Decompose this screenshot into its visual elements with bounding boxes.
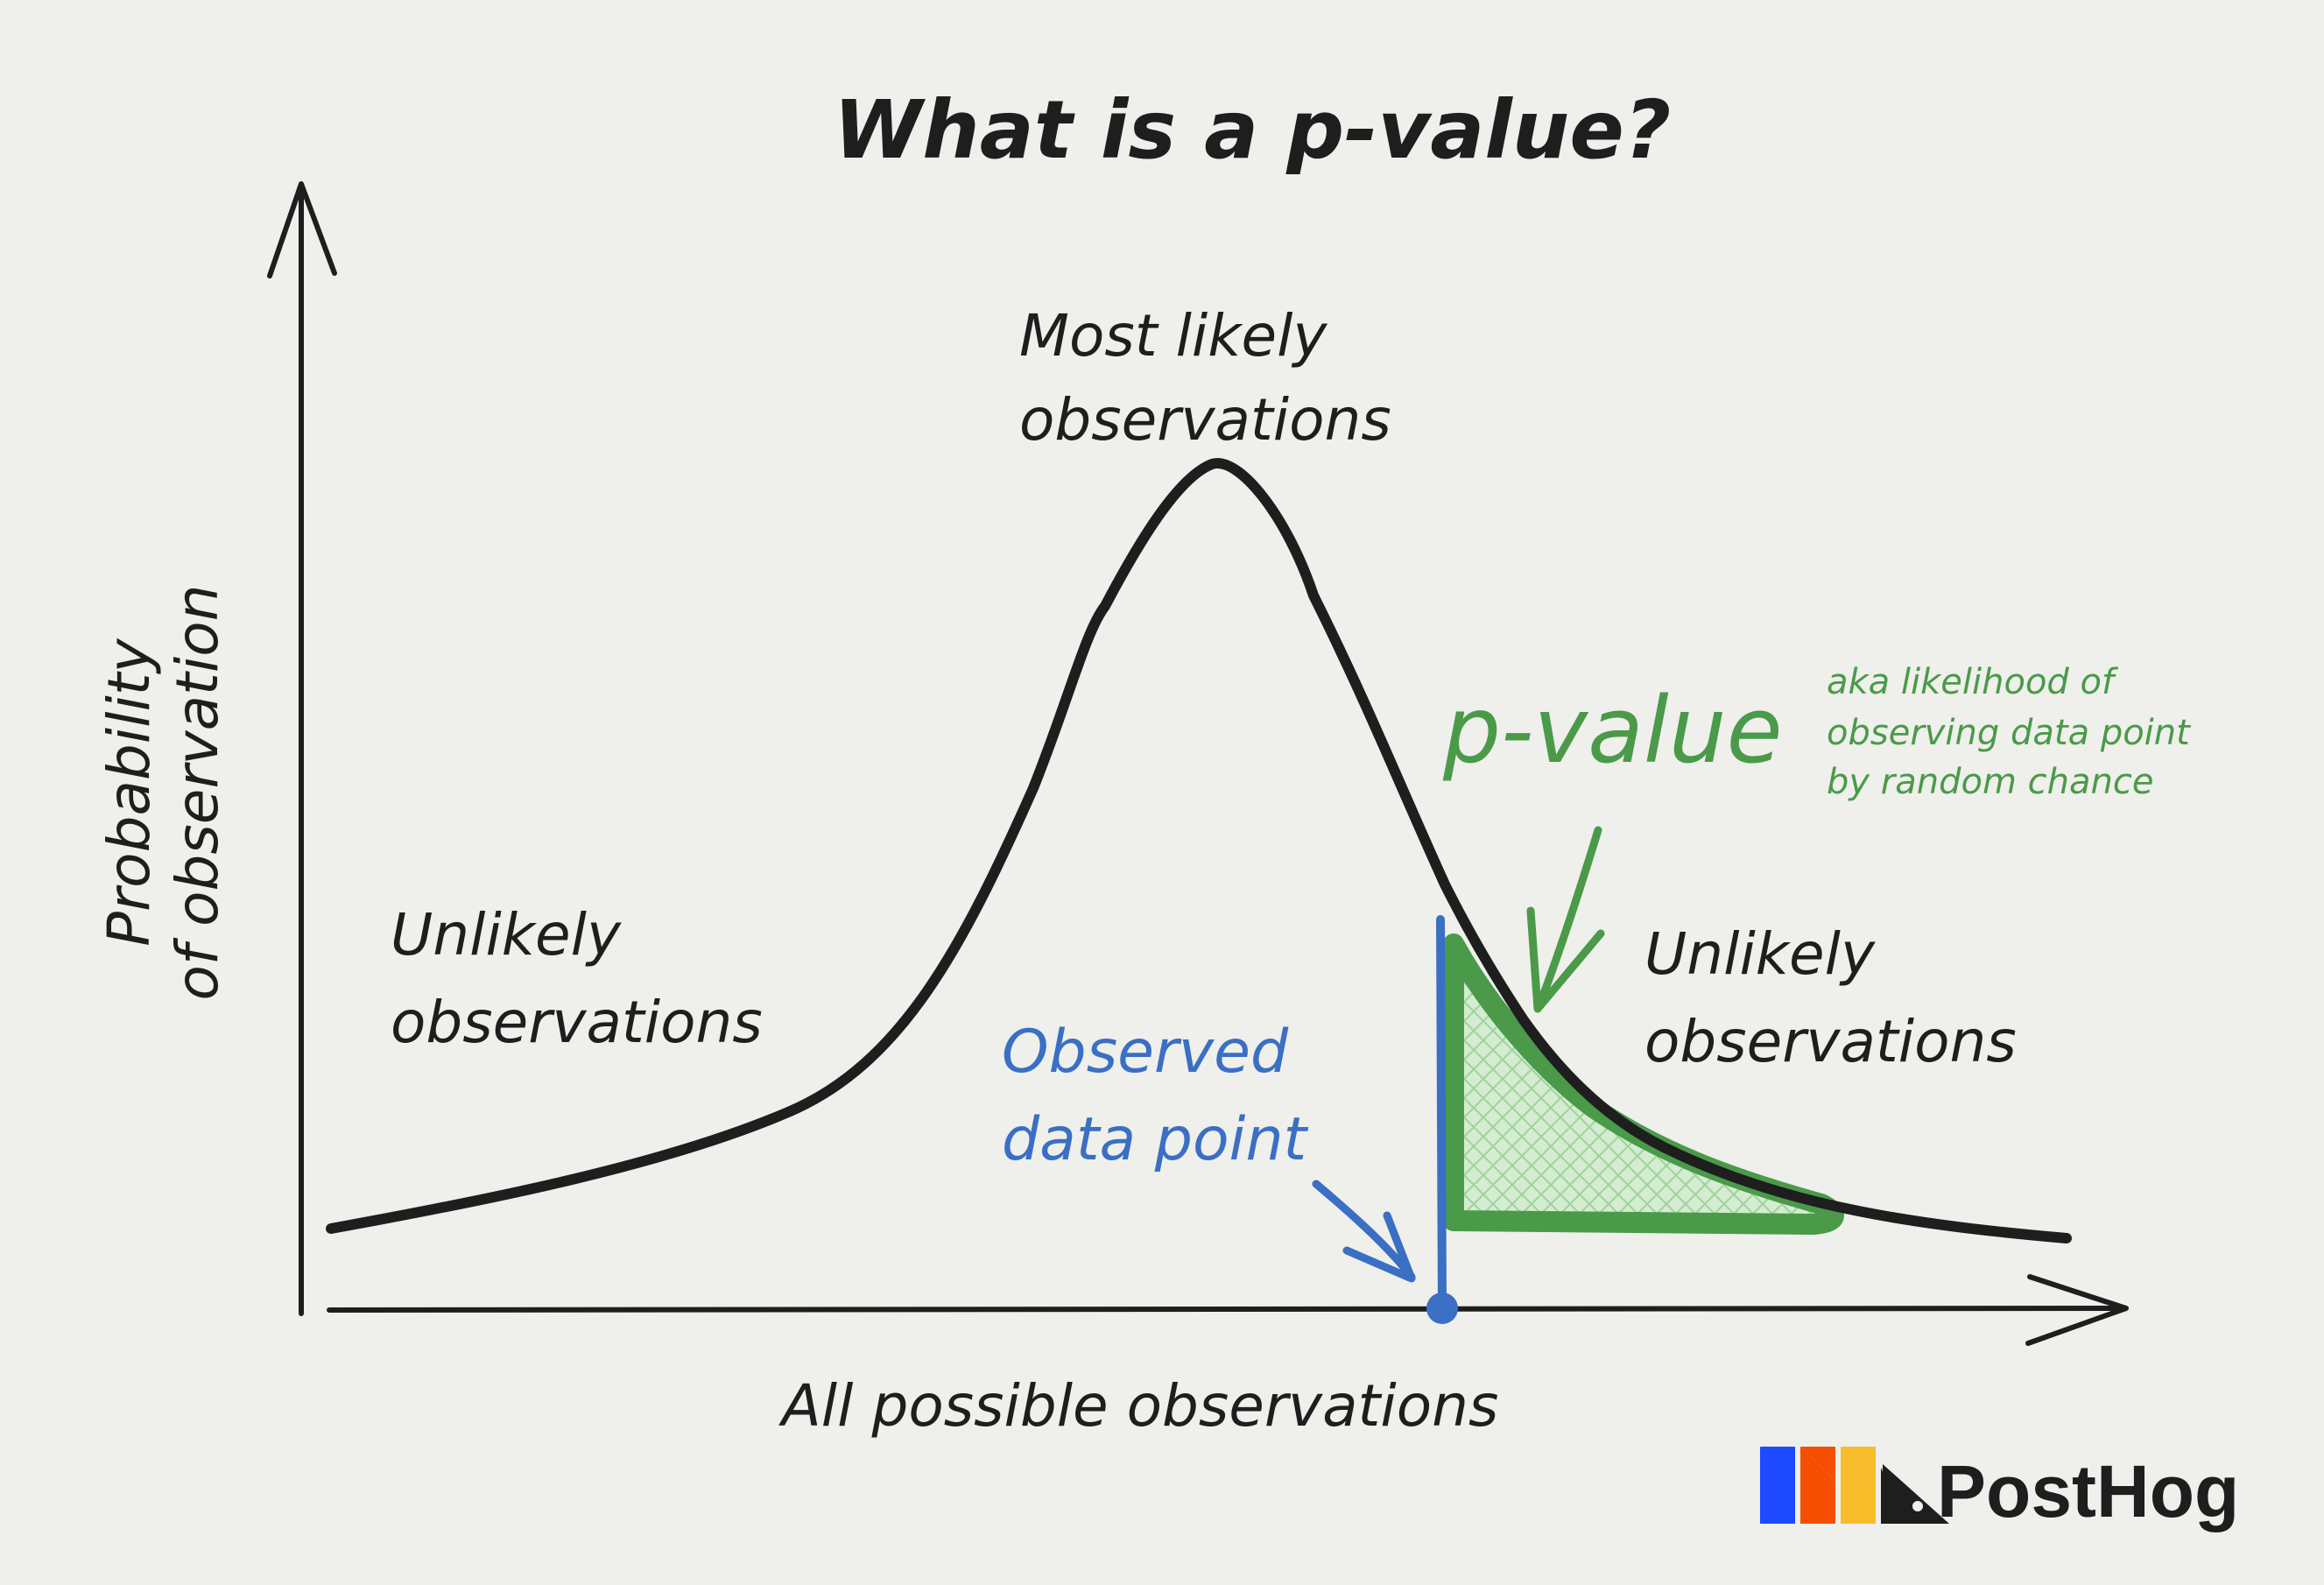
y-axis bbox=[267, 181, 337, 1316]
distribution-curve bbox=[326, 458, 2072, 1243]
observed-label-line-2: data point bbox=[1002, 1105, 1309, 1174]
peak-label-line-2: observations bbox=[1019, 386, 1391, 454]
pvalue-label: p-value bbox=[1442, 677, 1783, 784]
pvalue-arrow bbox=[1526, 826, 1605, 1013]
left-tail-label-line-1: Unlikely bbox=[391, 901, 622, 969]
posthog-hedgehog-icon bbox=[1760, 1447, 1949, 1524]
y-axis-label: Probability of observation bbox=[95, 585, 231, 1001]
peak-label-line-1: Most likely bbox=[1019, 302, 1327, 370]
posthog-logo: PostHog bbox=[1760, 1447, 2239, 1532]
pvalue-note-line-3: by random chance bbox=[1827, 762, 2153, 802]
y-axis-label-line-1: Probability bbox=[95, 638, 163, 946]
observed-arrow-shaft bbox=[1312, 1180, 1416, 1281]
x-axis-label: All possible observations bbox=[778, 1372, 1499, 1440]
x-axis-line bbox=[327, 1306, 2126, 1313]
pvalue-note-line-2: observing data point bbox=[1827, 713, 2191, 753]
y-axis-label-line-2: of observation bbox=[164, 585, 231, 1001]
observed-data-dot bbox=[1426, 1293, 1458, 1324]
right-tail-label-line-1: Unlikely bbox=[1644, 920, 1876, 988]
y-axis-arrowhead bbox=[267, 181, 337, 278]
pvalue-arrow-shaft bbox=[1535, 826, 1602, 1010]
posthog-wordmark: PostHog bbox=[1937, 1450, 2239, 1532]
observed-label-line-1: Observed bbox=[1002, 1018, 1289, 1087]
diagram-title: What is a p-value? bbox=[834, 83, 1671, 177]
pvalue-note-line-1: aka likelihood of bbox=[1827, 662, 2119, 702]
pvalue-arrow-head bbox=[1526, 906, 1605, 1013]
observed-arrow bbox=[1312, 1180, 1416, 1283]
right-tail-label-line-2: observations bbox=[1644, 1008, 2017, 1075]
x-axis-arrowhead bbox=[2025, 1274, 2129, 1346]
observed-arrow-head bbox=[1342, 1211, 1416, 1283]
x-axis bbox=[327, 1274, 2129, 1346]
left-tail-label-line-2: observations bbox=[391, 989, 763, 1056]
observed-data-line bbox=[1436, 915, 1447, 1313]
